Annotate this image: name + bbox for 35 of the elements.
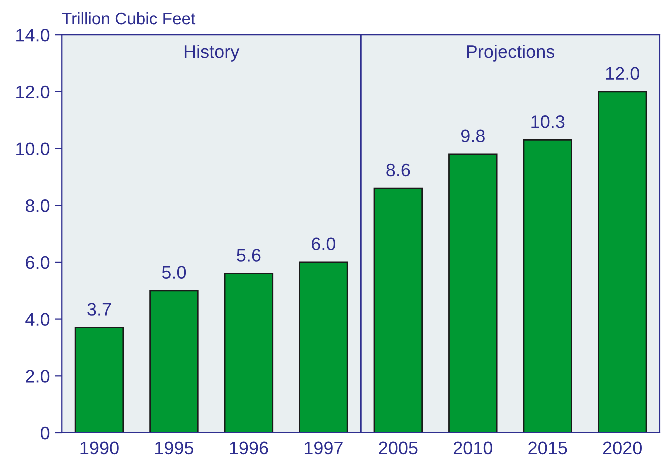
y-tick-label: 6.0: [26, 256, 50, 270]
bar: [374, 188, 424, 433]
bar: [523, 140, 572, 433]
y-tick-label: 2.0: [26, 370, 50, 383]
bar: [150, 290, 199, 433]
data-label: 10.3: [532, 116, 565, 128]
y-tick-label: 4.0: [26, 313, 50, 326]
band-label: History: [184, 45, 240, 62]
x-tick-label: 2020: [603, 442, 642, 455]
x-tick-label: 2015: [528, 442, 568, 455]
bar: [598, 91, 648, 433]
bar: [224, 273, 274, 433]
data-label: 9.8: [461, 130, 485, 143]
data-label: 6.0: [312, 238, 336, 251]
y-tick-label: 0: [40, 426, 50, 440]
bar: [448, 154, 498, 433]
x-tick-label: 1995: [156, 442, 194, 455]
band-label: Projections: [467, 45, 555, 62]
x-tick-label: 1997: [304, 442, 343, 455]
y-tick-label: 14.0: [16, 29, 50, 42]
y-tick-label: 10.0: [16, 142, 50, 156]
data-label: 12.0: [606, 67, 640, 80]
data-label: 5.6: [237, 249, 261, 262]
y-tick-label: 12.0: [16, 86, 50, 99]
x-tick-label: 2010: [454, 442, 493, 455]
data-label: 5.0: [162, 266, 186, 279]
x-tick-label: 1996: [230, 442, 268, 455]
bar: [299, 262, 348, 433]
bar: [74, 327, 124, 433]
y-axis-title: Trillion Cubic Feet: [62, 12, 196, 25]
x-tick-label: 1990: [80, 442, 119, 455]
data-label: 3.7: [88, 303, 112, 316]
y-tick-label: 8.0: [26, 200, 50, 212]
x-tick-label: 2005: [379, 442, 418, 455]
data-label: 8.6: [386, 164, 410, 177]
